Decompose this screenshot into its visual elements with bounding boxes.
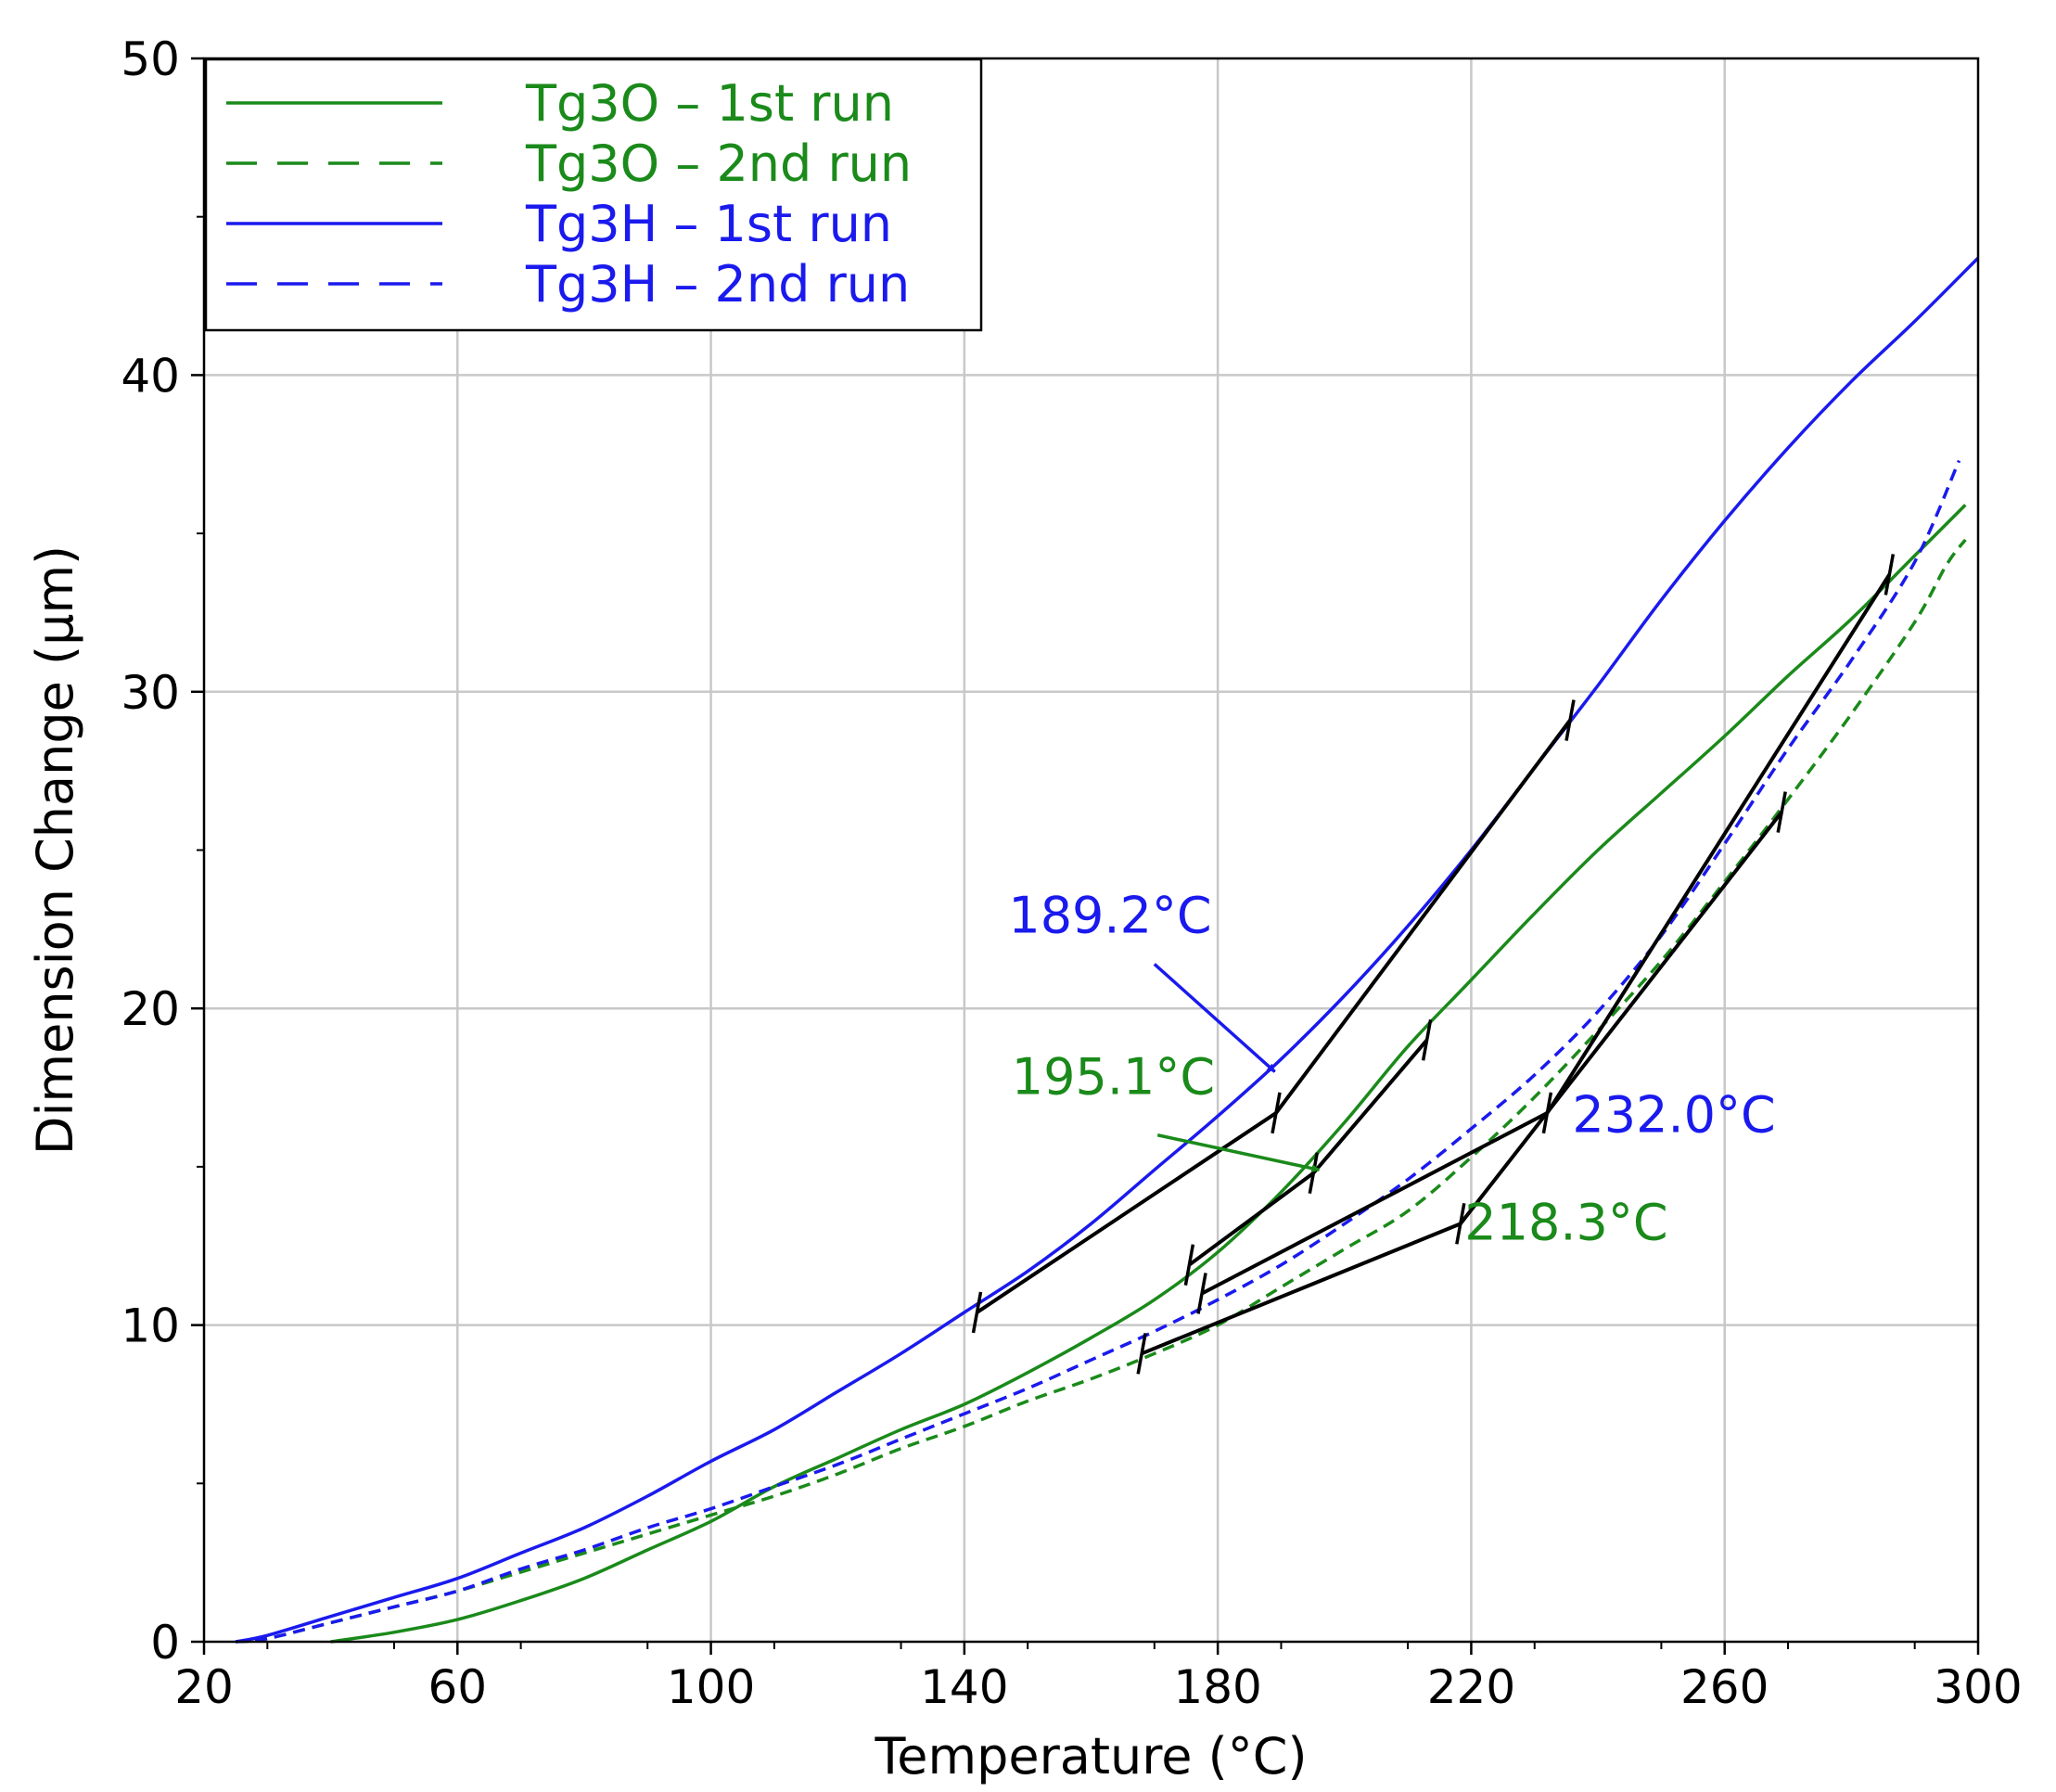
onset-tick-mark bbox=[971, 1291, 983, 1334]
series-line-1 bbox=[330, 504, 1967, 1644]
series-line-4 bbox=[236, 459, 1961, 1644]
tangent-lines bbox=[971, 554, 1896, 1375]
onset-tick-mark bbox=[1541, 1092, 1553, 1134]
x-tick-label: 60 bbox=[428, 1660, 487, 1714]
tangent-line bbox=[1188, 1039, 1429, 1267]
legend-label: Tg3O – 1st run bbox=[525, 74, 894, 133]
x-tick-label: 140 bbox=[920, 1660, 1008, 1714]
y-tick-label: 40 bbox=[121, 349, 180, 403]
annotation-label: 195.1°C bbox=[1012, 1047, 1215, 1106]
x-tick-label: 260 bbox=[1680, 1660, 1769, 1714]
x-tick-label: 20 bbox=[174, 1660, 234, 1714]
annotation-label: 218.3°C bbox=[1464, 1193, 1667, 1251]
onset-tick-mark bbox=[1564, 699, 1576, 741]
data-series bbox=[235, 256, 1980, 1644]
onset-tick-mark bbox=[1271, 1092, 1282, 1134]
y-axis-title: Dimension Change (µm) bbox=[26, 545, 84, 1155]
onset-tick-mark bbox=[1183, 1244, 1195, 1286]
annotation-label: 189.2°C bbox=[1008, 886, 1211, 944]
annotation-label: 232.0°C bbox=[1572, 1085, 1775, 1144]
onset-tick-mark bbox=[1421, 1019, 1433, 1061]
onset-tick-mark bbox=[1196, 1273, 1207, 1314]
y-tick-label: 0 bbox=[150, 1616, 180, 1670]
y-tick-label: 20 bbox=[121, 982, 180, 1036]
x-tick-label: 220 bbox=[1427, 1660, 1515, 1714]
annotation-arrow bbox=[1153, 963, 1276, 1073]
series-line-2 bbox=[236, 538, 1967, 1644]
onset-tick-mark bbox=[1136, 1333, 1147, 1375]
onset-tick-mark bbox=[1308, 1152, 1320, 1195]
onset-tick-mark bbox=[1776, 791, 1787, 833]
x-tick-label: 180 bbox=[1173, 1660, 1261, 1714]
x-tick-label: 100 bbox=[667, 1660, 755, 1714]
onset-tick-mark bbox=[1455, 1203, 1466, 1245]
annotations: 189.2°C 195.1°C 232.0°C 218.3°C bbox=[1008, 886, 1775, 1251]
legend-label: Tg3O – 2nd run bbox=[525, 134, 912, 193]
x-tick-label: 300 bbox=[1934, 1660, 2022, 1714]
legend-label: Tg3H – 1st run bbox=[525, 195, 892, 253]
y-tick-label: 50 bbox=[121, 32, 180, 86]
y-tick-label: 10 bbox=[121, 1299, 180, 1353]
series-line-3 bbox=[235, 256, 1980, 1644]
legend-label: Tg3H – 2nd run bbox=[525, 255, 910, 314]
x-axis-title: Temperature (°C) bbox=[874, 1727, 1307, 1786]
tangent-line bbox=[1201, 573, 1891, 1296]
annotation-arrow bbox=[1156, 1133, 1321, 1173]
axes: 20 60 100 140 180 220 260 300 0 10 20 30 40 50 Tempera… bbox=[26, 32, 2023, 1786]
y-tick-label: 30 bbox=[121, 666, 180, 720]
onset-tick-mark bbox=[1884, 554, 1896, 595]
